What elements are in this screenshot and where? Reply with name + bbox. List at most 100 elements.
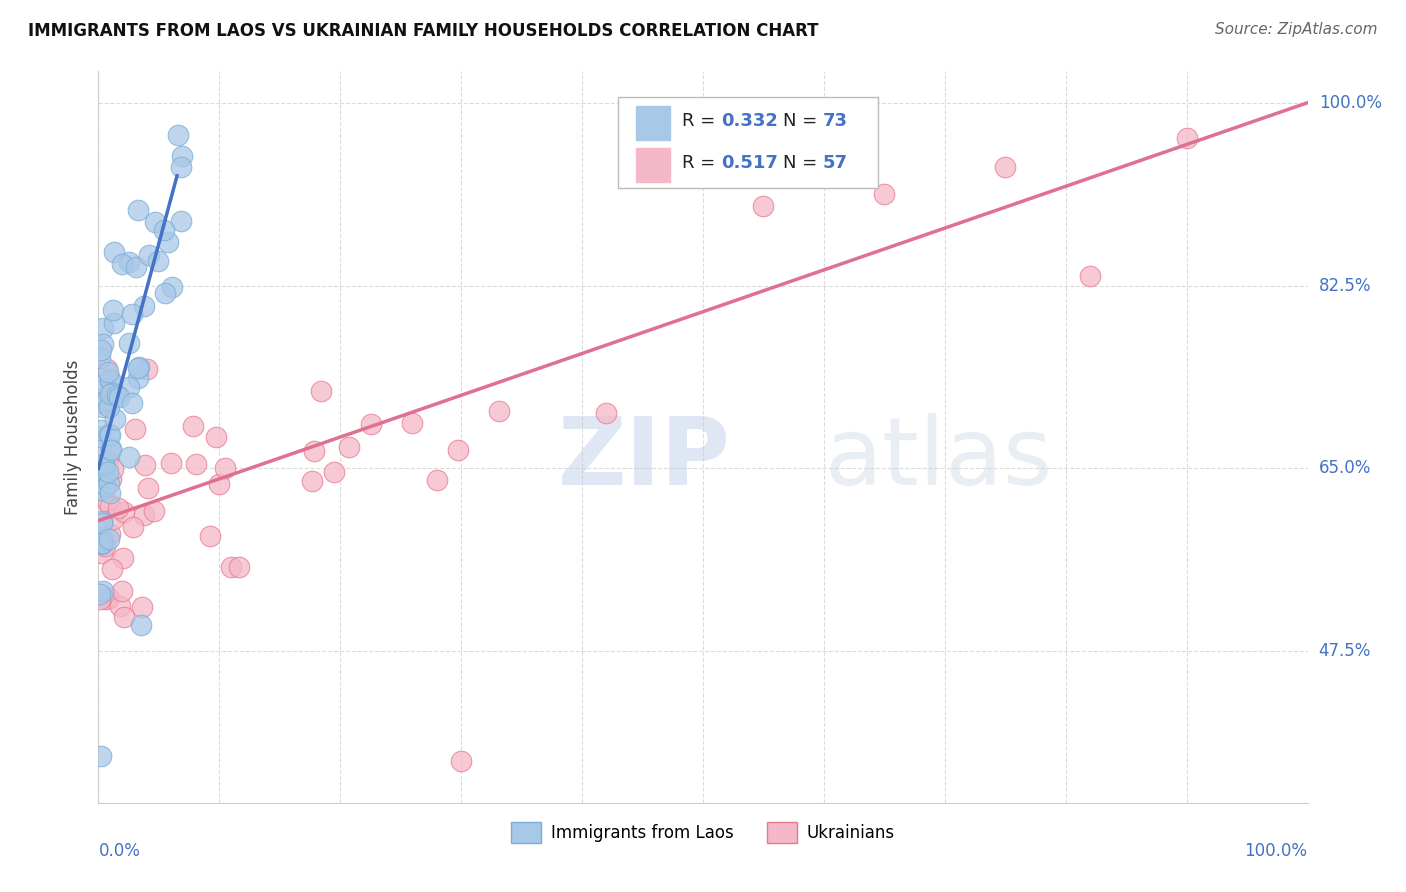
- Point: [129, 618, 152, 632]
- Point: [121, 396, 143, 410]
- Text: R =: R =: [682, 153, 721, 171]
- Point: [103, 316, 125, 330]
- Point: [132, 508, 155, 522]
- Point: [93, 457, 115, 471]
- Point: [426, 473, 449, 487]
- Text: 100.0%: 100.0%: [1244, 842, 1308, 860]
- Point: [90, 458, 112, 472]
- Point: [94, 479, 117, 493]
- Point: [112, 550, 135, 565]
- Point: [112, 505, 135, 519]
- Point: [89, 483, 111, 498]
- Point: [221, 560, 243, 574]
- Point: [127, 203, 149, 218]
- Point: [214, 460, 236, 475]
- Point: [302, 444, 325, 458]
- Point: [101, 512, 124, 526]
- Point: [97, 455, 120, 469]
- Point: [181, 419, 204, 434]
- Point: [124, 422, 146, 436]
- Point: [104, 411, 127, 425]
- Point: [91, 535, 114, 549]
- Point: [128, 360, 150, 375]
- Point: [595, 406, 617, 420]
- Text: N =: N =: [783, 112, 823, 129]
- Point: [90, 343, 112, 357]
- Point: [89, 591, 111, 606]
- Point: [157, 235, 180, 249]
- Point: [98, 486, 121, 500]
- Point: [98, 499, 121, 513]
- Point: [96, 592, 118, 607]
- Point: [91, 533, 114, 547]
- Text: N =: N =: [783, 153, 823, 171]
- Point: [873, 186, 896, 201]
- Point: [91, 536, 114, 550]
- Text: 82.5%: 82.5%: [1319, 277, 1371, 294]
- Point: [93, 457, 115, 471]
- Point: [101, 302, 124, 317]
- Point: [111, 257, 134, 271]
- Point: [208, 477, 231, 491]
- Point: [108, 599, 131, 613]
- Point: [90, 748, 112, 763]
- Point: [134, 458, 156, 472]
- Point: [93, 376, 115, 391]
- Point: [166, 128, 188, 142]
- Point: [98, 427, 121, 442]
- Point: [90, 443, 112, 458]
- Text: 0.332: 0.332: [721, 112, 778, 129]
- Point: [91, 321, 114, 335]
- Point: [121, 307, 143, 321]
- Point: [752, 199, 775, 213]
- Point: [122, 519, 145, 533]
- Point: [93, 584, 115, 599]
- Point: [90, 396, 112, 410]
- Point: [97, 465, 120, 479]
- Point: [91, 400, 114, 414]
- Point: [170, 160, 193, 174]
- Point: [170, 214, 193, 228]
- Point: [97, 365, 120, 379]
- Point: [93, 540, 115, 554]
- Point: [91, 516, 114, 530]
- Point: [146, 253, 169, 268]
- Point: [91, 337, 114, 351]
- Point: [100, 442, 122, 457]
- Point: [138, 247, 160, 261]
- Point: [97, 591, 120, 606]
- Point: [360, 417, 382, 431]
- Point: [97, 400, 120, 414]
- Point: [125, 260, 148, 275]
- Point: [131, 600, 153, 615]
- Point: [127, 361, 149, 376]
- Point: [101, 386, 124, 401]
- Point: [100, 443, 122, 458]
- Point: [97, 475, 120, 490]
- FancyBboxPatch shape: [619, 97, 879, 188]
- Point: [1078, 268, 1101, 283]
- Point: [143, 504, 166, 518]
- Point: [309, 384, 332, 399]
- Point: [488, 404, 510, 418]
- Point: [136, 481, 159, 495]
- Point: [159, 457, 181, 471]
- Point: [89, 533, 111, 547]
- Point: [450, 754, 472, 768]
- Point: [322, 465, 344, 479]
- Point: [108, 390, 131, 404]
- Point: [118, 450, 141, 464]
- Point: [91, 545, 114, 559]
- Point: [160, 280, 183, 294]
- Point: [337, 440, 360, 454]
- Legend: Immigrants from Laos, Ukrainians: Immigrants from Laos, Ukrainians: [505, 815, 901, 849]
- Bar: [637, 148, 671, 182]
- Point: [118, 255, 141, 269]
- Point: [96, 392, 118, 407]
- Point: [91, 514, 114, 528]
- Point: [447, 443, 470, 458]
- Y-axis label: Family Households: Family Households: [65, 359, 83, 515]
- Point: [96, 389, 118, 403]
- Point: [118, 336, 141, 351]
- Point: [170, 148, 193, 162]
